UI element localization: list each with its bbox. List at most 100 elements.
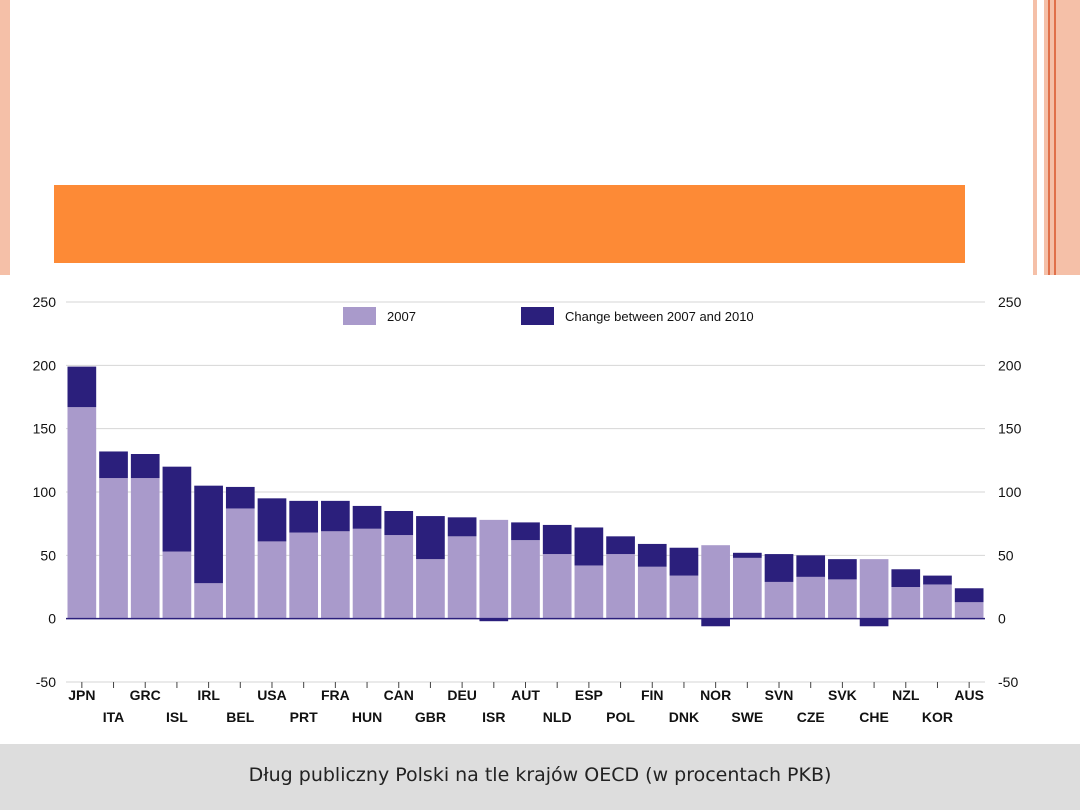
bar-change — [574, 527, 604, 566]
x-tick-label: KOR — [922, 709, 953, 725]
x-tick-label: ITA — [103, 709, 125, 725]
bar-2007 — [732, 557, 762, 619]
x-tick-label: GRC — [130, 687, 161, 703]
bar-2007 — [764, 581, 794, 619]
legend-swatch-change — [521, 307, 554, 325]
bar-change — [859, 618, 889, 627]
right-panel-decoration — [1044, 0, 1080, 275]
bar-2007 — [637, 566, 667, 619]
bar-2007 — [606, 554, 635, 619]
x-tick-label: ISR — [482, 709, 505, 725]
y-tick-label-right: 200 — [998, 357, 1022, 373]
bar-2007 — [130, 478, 160, 619]
y-tick-label-left: -50 — [36, 674, 56, 690]
bar-change — [542, 524, 572, 555]
bar-2007 — [289, 532, 319, 619]
bar-change — [637, 543, 667, 567]
bar-change — [828, 559, 857, 580]
slide-caption: Dług publiczny Polski na tle krajów OECD… — [248, 764, 832, 786]
x-tick-label: NLD — [543, 709, 572, 725]
x-tick-label: NZL — [892, 687, 920, 703]
x-tick-label: GBR — [415, 709, 446, 725]
bar-2007 — [194, 583, 223, 619]
bar-change — [99, 451, 128, 479]
right-line-decoration — [1048, 0, 1050, 275]
left-border-decoration — [0, 0, 10, 275]
bar-2007 — [384, 535, 414, 619]
x-tick-label: IRL — [197, 687, 220, 703]
x-tick-label: CHE — [859, 709, 889, 725]
x-tick-label: NOR — [700, 687, 731, 703]
bar-change — [130, 454, 160, 479]
bar-2007 — [99, 478, 128, 619]
bar-2007 — [859, 559, 889, 619]
bar-2007 — [542, 554, 572, 619]
bar-2007 — [67, 407, 97, 619]
bar-2007 — [511, 540, 540, 619]
y-tick-label-right: -50 — [998, 674, 1018, 690]
legend-label-2007: 2007 — [387, 309, 416, 324]
y-tick-label-left: 0 — [48, 611, 56, 627]
bar-change — [162, 466, 192, 552]
x-tick-label: USA — [257, 687, 287, 703]
x-tick-label: ESP — [575, 687, 603, 703]
bar-2007 — [416, 559, 445, 619]
bar-change — [321, 500, 350, 532]
bar-change — [225, 486, 255, 509]
bar-2007 — [352, 528, 382, 619]
y-tick-label-left: 250 — [33, 294, 57, 310]
bar-2007 — [162, 551, 192, 619]
y-tick-label-left: 200 — [33, 357, 57, 373]
x-tick-label: SVN — [765, 687, 794, 703]
bar-change — [669, 547, 699, 576]
x-tick-label: AUS — [954, 687, 984, 703]
y-tick-label-right: 250 — [998, 294, 1022, 310]
bar-change — [67, 366, 97, 408]
bar-change — [954, 588, 984, 603]
bar-change — [384, 511, 414, 536]
bar-change — [511, 522, 540, 541]
bar-2007 — [954, 602, 984, 619]
bar-change — [416, 516, 445, 560]
bar-chart: 250 250 200 200 150 150 100 100 50 50 0 0 -50 -50 JPN I… — [33, 294, 1022, 725]
bar-change — [352, 505, 382, 529]
bar-2007 — [447, 536, 477, 619]
bar-change — [891, 569, 921, 587]
x-tick-label: POL — [606, 709, 635, 725]
y-tick-label-left: 150 — [33, 421, 57, 437]
caption-band — [0, 744, 1080, 810]
x-tick-label: JPN — [68, 687, 95, 703]
bar-change — [289, 500, 319, 533]
bar-change — [606, 536, 635, 555]
bar-change — [923, 575, 952, 585]
bar-change — [194, 485, 223, 584]
bar-change — [764, 554, 794, 582]
x-tick-label: CZE — [797, 709, 825, 725]
y-tick-label-left: 50 — [40, 547, 56, 563]
x-tick-label: FRA — [321, 687, 350, 703]
x-tick-label: ISL — [166, 709, 188, 725]
y-tick-label-right: 0 — [998, 611, 1006, 627]
bar-change — [257, 498, 287, 542]
bar-2007 — [923, 584, 952, 619]
title-bar — [54, 185, 965, 263]
bar-2007 — [225, 508, 255, 619]
legend-label-change: Change between 2007 and 2010 — [565, 309, 754, 324]
x-tick-label: SVK — [828, 687, 857, 703]
bar-2007 — [828, 579, 857, 619]
bar-2007 — [257, 541, 287, 619]
x-tick-label: FIN — [641, 687, 664, 703]
bar-2007 — [701, 545, 730, 619]
y-tick-label-right: 100 — [998, 484, 1022, 500]
bar-change — [796, 555, 826, 577]
y-tick-label-left: 100 — [33, 484, 57, 500]
bar-change — [479, 618, 509, 622]
bar-2007 — [669, 575, 699, 619]
y-tick-label-right: 50 — [998, 547, 1014, 563]
bar-change — [701, 618, 730, 627]
bar-2007 — [479, 519, 509, 619]
x-tick-label: PRT — [290, 709, 318, 725]
x-tick-label: DNK — [669, 709, 699, 725]
bar-2007 — [574, 565, 604, 619]
x-tick-label: DEU — [447, 687, 477, 703]
